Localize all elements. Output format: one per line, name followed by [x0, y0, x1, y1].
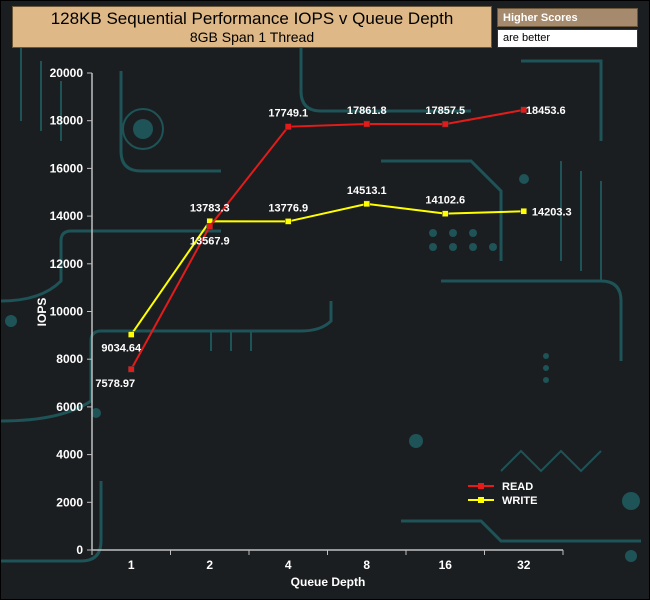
data-label-read: 17857.5 — [425, 105, 465, 117]
data-point-write — [442, 210, 449, 217]
x-tick-label: 32 — [517, 558, 531, 572]
note-are-better: are better — [497, 29, 638, 48]
y-axis-ticks: 0 2000 4000 6000 8000 10000 12000 14000 16000 180… — [50, 66, 92, 557]
data-point-write — [285, 218, 292, 225]
x-tick-label: 16 — [439, 558, 453, 572]
x-axis-ticks: 1 2 4 8 16 32 — [91, 550, 564, 572]
circuit-dots — [5, 108, 640, 562]
data-point-read — [285, 123, 292, 130]
y-tick-label: 0 — [76, 543, 83, 557]
y-tick-label: 4000 — [56, 448, 83, 462]
data-label-read: 17749.1 — [268, 108, 308, 120]
data-label-write: 14203.3 — [532, 206, 572, 218]
data-point-write — [363, 200, 370, 208]
data-point-read — [520, 106, 527, 114]
y-tick-label: 16000 — [50, 161, 84, 175]
series-line-write — [130, 202, 524, 336]
data-point-write — [520, 208, 527, 215]
x-axis-title: Queue Depth — [291, 575, 366, 589]
data-label-write: 9034.64 — [101, 343, 142, 355]
legend: READ WRITE — [468, 481, 537, 507]
legend-label-write: WRITE — [502, 495, 537, 507]
data-label-write: 14513.1 — [347, 185, 387, 197]
circuit-background — [1, 31, 641, 563]
y-tick-label: 2000 — [56, 495, 83, 509]
y-tick-label: 8000 — [56, 352, 83, 366]
data-point-read — [442, 120, 449, 128]
data-label-write: 13776.9 — [268, 202, 308, 214]
x-tick-label: 4 — [285, 558, 292, 572]
data-label-read: 18453.6 — [526, 105, 566, 117]
series-line-read — [130, 108, 524, 370]
x-tick-label: 1 — [128, 558, 135, 572]
series-layer — [128, 106, 527, 373]
data-point-read — [206, 223, 213, 230]
y-tick-label: 18000 — [50, 114, 84, 128]
data-point-read — [128, 365, 135, 373]
y-tick-label: 14000 — [50, 209, 84, 223]
y-tick-label: 20000 — [50, 66, 84, 80]
y-axis-title: IOPS — [35, 298, 49, 327]
data-labels: 7578.97 13567.9 17749.1 17861.8 17857.5 18453… — [95, 105, 571, 390]
data-point-write — [128, 331, 135, 338]
x-tick-label: 2 — [206, 558, 213, 572]
y-tick-label: 10000 — [50, 305, 84, 319]
data-label-write: 14102.6 — [425, 195, 465, 207]
y-tick-label: 12000 — [50, 257, 84, 271]
chart-title: 128KB Sequential Performance IOPS v Queu… — [50, 9, 454, 28]
data-label-read: 13567.9 — [190, 235, 230, 247]
data-label-read: 17861.8 — [347, 105, 387, 117]
legend-marker-read — [478, 483, 484, 489]
chart-title-box: 128KB Sequential Performance IOPS v Queu… — [12, 6, 492, 48]
legend-marker-write — [478, 497, 484, 503]
chart-subtitle: 8GB Span 1 Thread — [189, 29, 315, 45]
data-label-write: 13783.3 — [190, 202, 230, 214]
y-tick-label: 6000 — [56, 400, 83, 414]
data-point-read — [363, 120, 370, 128]
legend-label-read: READ — [502, 481, 533, 493]
data-label-read: 7578.97 — [95, 378, 135, 390]
x-tick-label: 8 — [363, 558, 370, 572]
note-higher-scores: Higher Scores — [497, 8, 638, 27]
